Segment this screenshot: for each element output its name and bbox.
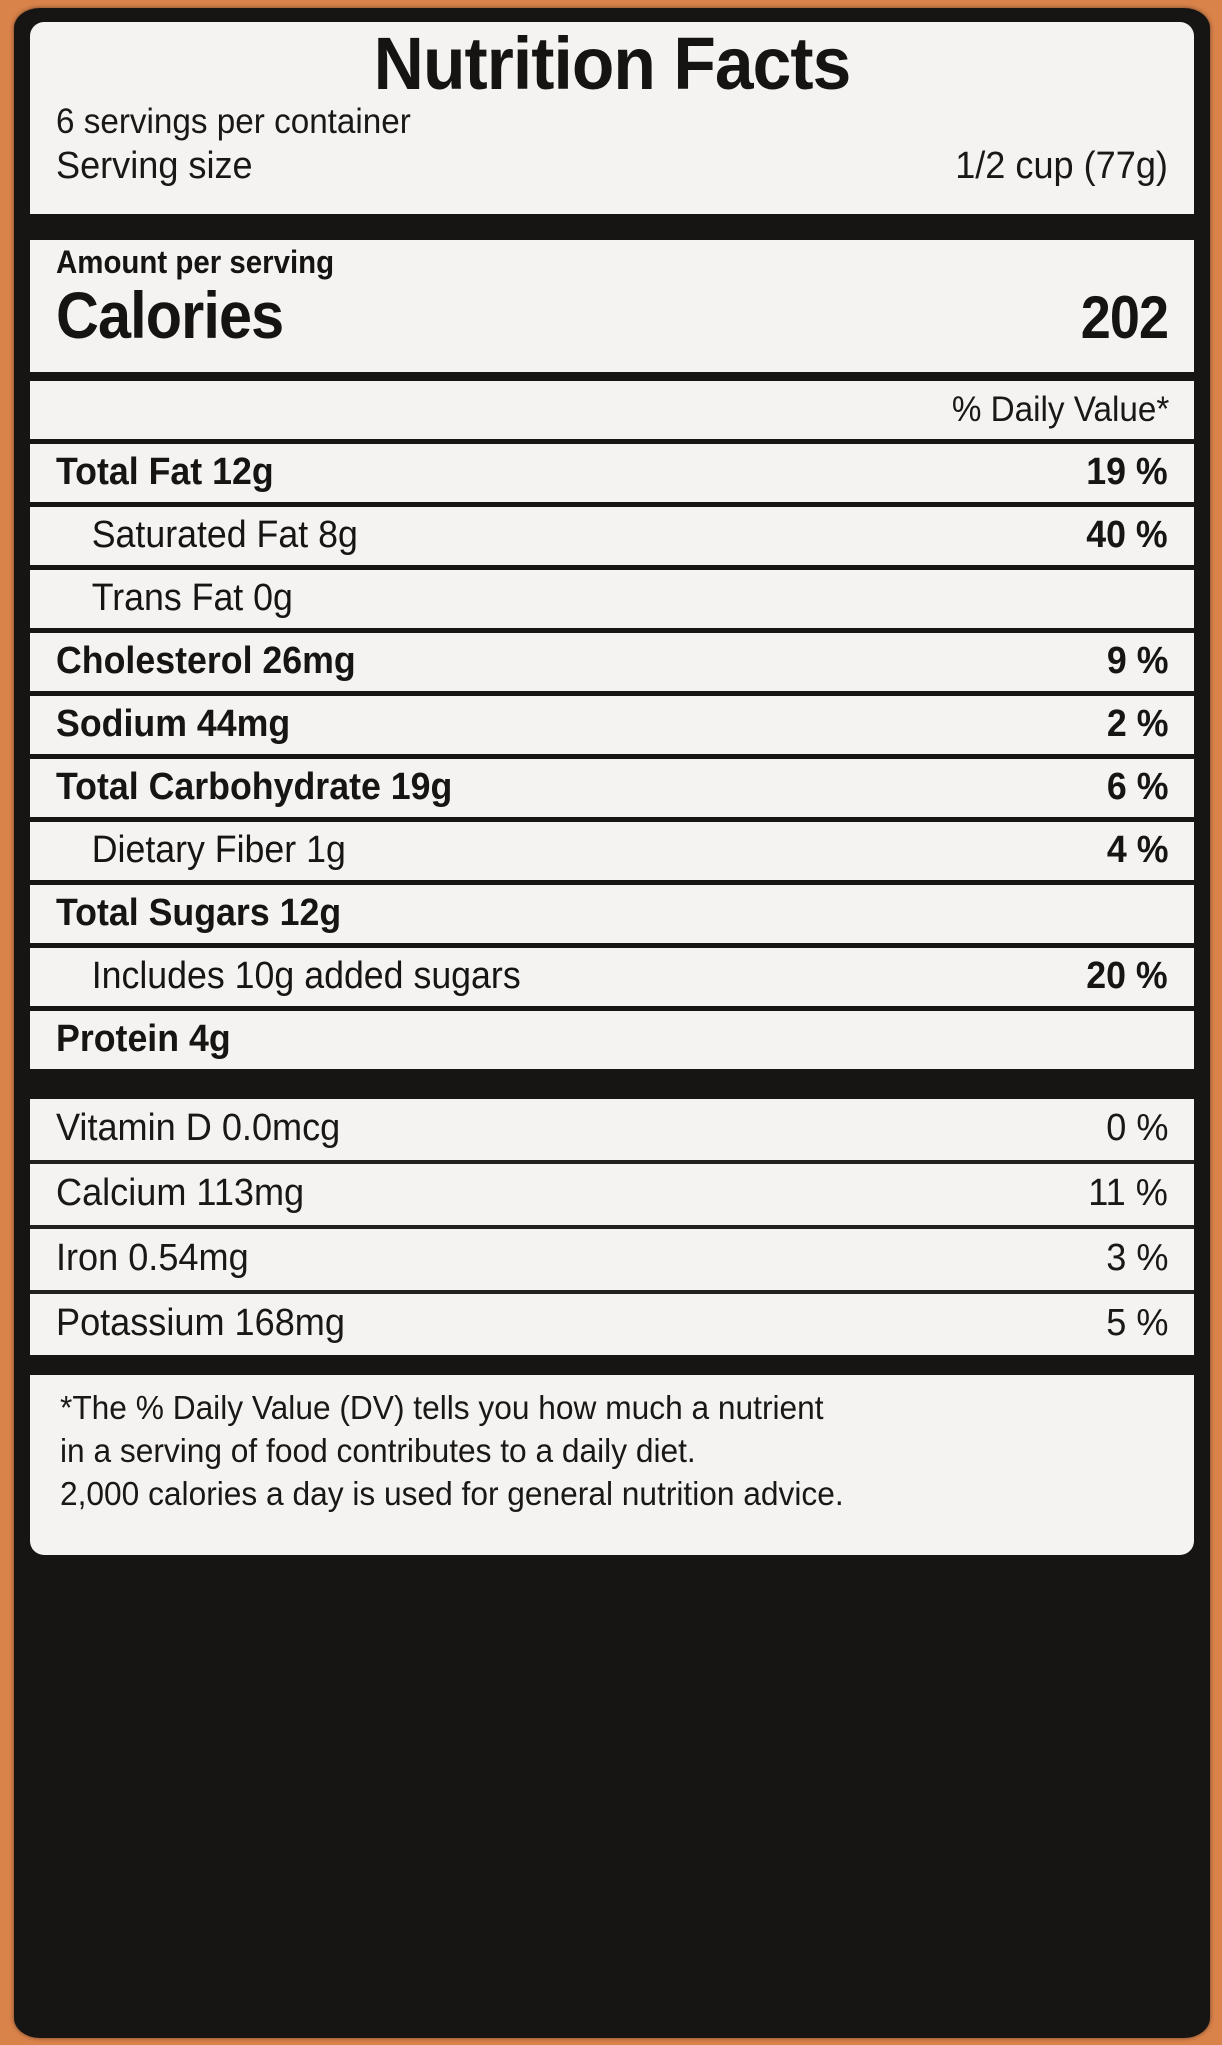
amount-per-serving-label: Amount per serving — [56, 244, 335, 280]
rule — [30, 1290, 1194, 1294]
rule — [30, 691, 1194, 696]
nutrient-row: Total Sugars 12g — [30, 885, 1194, 943]
nutrient-row: Trans Fat 0g — [30, 570, 1194, 628]
calories-block: Amount per serving Calories 202 — [30, 240, 1194, 372]
vitamin-row: Potassium 168mg 5 % — [30, 1294, 1194, 1355]
vitamin-daily-value: 0 % — [1105, 1107, 1168, 1149]
serving-size-value: 1/2 cup (77g) — [955, 145, 1168, 188]
nutrient-name: Total Sugars 12g — [56, 892, 342, 934]
nutrient-row: Dietary Fiber 1g 4 % — [30, 822, 1194, 880]
nutrient-name: Includes 10g added sugars — [91, 955, 521, 997]
footnote-line-1: *The % Daily Value (DV) tells you how mu… — [60, 1389, 824, 1426]
rule — [30, 628, 1194, 633]
vitamin-name: Iron 0.54mg — [56, 1237, 249, 1279]
footnote-block: *The % Daily Value (DV) tells you how mu… — [30, 1375, 1194, 1555]
nutrient-row: Total Carbohydrate 19g 6 % — [30, 759, 1194, 817]
nutrient-row: Cholesterol 26mg 9 % — [30, 633, 1194, 691]
nutrient-row: Total Fat 12g 19 % — [30, 444, 1194, 502]
thick-separator-footnote — [30, 1355, 1194, 1375]
daily-value-header: % Daily Value* — [951, 390, 1170, 429]
serving-size-row: Serving size 1/2 cup (77g) — [56, 144, 1168, 190]
vitamin-daily-value: 11 % — [1088, 1172, 1168, 1214]
servings-per-container: 6 servings per container — [56, 102, 411, 142]
rule — [30, 880, 1194, 885]
vitamin-name: Vitamin D 0.0mcg — [56, 1107, 341, 1149]
nutrient-name: Sodium 44mg — [56, 703, 291, 745]
nutrient-list: Total Fat 12g 19 % Saturated Fat 8g 40 % Tra… — [30, 444, 1194, 1069]
label-header: Nutrition Facts 6 servings per container… — [30, 22, 1194, 214]
vitamin-row: Calcium 113mg 11 % — [30, 1164, 1194, 1225]
footnote-line-3: 2,000 calories a day is used for general… — [60, 1474, 844, 1512]
rule — [30, 1006, 1194, 1011]
rule — [30, 565, 1194, 570]
page-title: Nutrition Facts — [373, 22, 852, 105]
vitamin-daily-value: 3 % — [1105, 1237, 1168, 1279]
calories-value: 202 — [1080, 284, 1169, 351]
vitamin-list: Vitamin D 0.0mcg 0 % Calcium 113mg 11 % Iron… — [30, 1099, 1194, 1355]
calories-row: Calories 202 — [56, 277, 1169, 353]
nutrition-facts-panel: Nutrition Facts 6 servings per container… — [14, 8, 1210, 2038]
nutrient-daily-value: 9 % — [1106, 640, 1168, 682]
thick-separator-vitamins — [30, 1069, 1194, 1099]
daily-value-header-block: % Daily Value* — [30, 381, 1194, 439]
nutrient-name: Saturated Fat 8g — [91, 514, 358, 556]
vitamin-row: Iron 0.54mg 3 % — [30, 1229, 1194, 1290]
nutrient-row: Saturated Fat 8g 40 % — [30, 507, 1194, 565]
vitamin-name: Potassium 168mg — [56, 1302, 345, 1344]
nutrient-daily-value: 4 % — [1106, 829, 1168, 871]
rule — [30, 943, 1194, 948]
vitamin-name: Calcium 113mg — [56, 1172, 305, 1214]
nutrient-name: Protein 4g — [56, 1018, 231, 1060]
serving-size-label: Serving size — [56, 145, 253, 188]
separator-after-calories — [30, 372, 1194, 381]
nutrient-name: Total Carbohydrate 19g — [56, 766, 453, 808]
nutrient-row: Includes 10g added sugars 20 % — [30, 948, 1194, 1006]
rule — [30, 817, 1194, 822]
rule — [30, 1225, 1194, 1229]
rule — [30, 1160, 1194, 1164]
vitamin-row: Vitamin D 0.0mcg 0 % — [30, 1099, 1194, 1160]
nutrient-name: Trans Fat 0g — [91, 577, 293, 619]
thick-separator-top — [30, 214, 1194, 240]
nutrient-daily-value: 20 % — [1086, 955, 1168, 997]
nutrient-name: Cholesterol 26mg — [56, 640, 356, 682]
nutrient-daily-value: 2 % — [1106, 703, 1168, 745]
vitamin-daily-value: 5 % — [1105, 1302, 1168, 1344]
rule — [30, 439, 1194, 444]
nutrient-daily-value: 6 % — [1106, 766, 1168, 808]
nutrient-daily-value: 19 % — [1086, 451, 1168, 493]
nutrient-row: Protein 4g — [30, 1011, 1194, 1069]
nutrient-row: Sodium 44mg 2 % — [30, 696, 1194, 754]
calories-label: Calories — [56, 278, 284, 352]
nutrient-name: Total Fat 12g — [56, 451, 274, 493]
nutrient-daily-value: 40 % — [1086, 514, 1168, 556]
rule — [30, 502, 1194, 507]
nutrient-name: Dietary Fiber 1g — [91, 829, 346, 871]
rule — [30, 754, 1194, 759]
footnote-line-2: in a serving of food contributes to a da… — [60, 1431, 696, 1469]
